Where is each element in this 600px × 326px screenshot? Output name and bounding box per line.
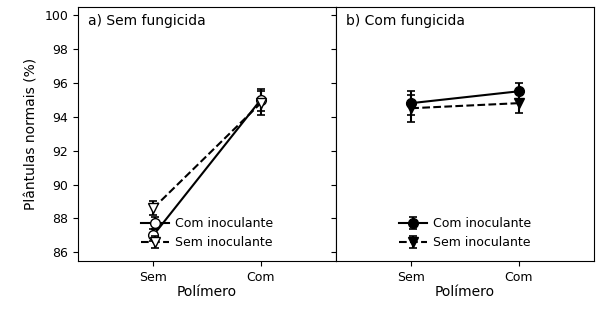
X-axis label: Polímero: Polímero [177,285,237,299]
Text: b) Com fungicida: b) Com fungicida [346,14,466,28]
Legend: Com inoculante, Sem inoculante: Com inoculante, Sem inoculante [141,217,273,249]
Text: a) Sem fungicida: a) Sem fungicida [88,14,206,28]
X-axis label: Polímero: Polímero [435,285,495,299]
Legend: Com inoculante, Sem inoculante: Com inoculante, Sem inoculante [399,217,531,249]
Y-axis label: Plântulas normais (%): Plântulas normais (%) [25,58,39,210]
